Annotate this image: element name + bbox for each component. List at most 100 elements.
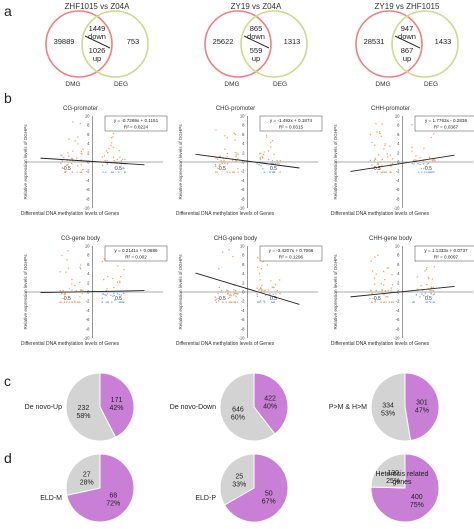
data-point: [416, 288, 418, 290]
data-point: [59, 271, 61, 273]
pie-slice-grey: [65, 372, 117, 442]
data-point: [112, 295, 114, 297]
data-point: [261, 284, 263, 287]
data-point: [227, 293, 229, 295]
data-point: [67, 250, 69, 252]
pie-value-label: 171: [111, 397, 123, 404]
equation-text: y = 0.2141x + 0.0886: [114, 248, 158, 253]
data-point: [419, 157, 421, 159]
data-point: [79, 301, 81, 303]
data-point: [272, 293, 274, 295]
deg-circle: [240, 10, 308, 78]
scatter-plot: CHH-gene body1086420-2-4-6-8-10-0.50.5y …: [331, 236, 474, 347]
data-point: [424, 159, 426, 161]
data-point: [262, 260, 265, 263]
data-point: [267, 150, 270, 152]
data-point: [275, 293, 277, 295]
dmg-label: DMG: [375, 81, 390, 88]
data-point: [271, 159, 274, 162]
data-point: [261, 155, 263, 158]
equation-box: [414, 115, 474, 132]
y-tick-label: 8: [397, 123, 400, 128]
data-point: [387, 156, 389, 158]
data-point: [382, 301, 384, 303]
data-point: [64, 171, 66, 173]
data-point: [432, 294, 434, 296]
data-point: [377, 162, 379, 165]
data-point: [424, 270, 426, 272]
data-point: [225, 301, 227, 303]
deg-circle: [81, 10, 149, 78]
y-tick-label: -4: [241, 178, 245, 183]
data-point: [419, 296, 421, 298]
data-point: [423, 167, 425, 170]
data-point: [271, 171, 274, 173]
data-point: [75, 290, 77, 292]
pie-value-label: 130: [387, 470, 399, 477]
data-point: [264, 294, 267, 296]
data-point: [78, 301, 80, 303]
data-point: [371, 301, 373, 303]
data-point: [80, 264, 82, 266]
data-point: [103, 258, 106, 260]
data-point: [383, 301, 386, 303]
overlap-up-label: up: [403, 54, 411, 63]
equation-text: y = -0.7269x + 0.1151: [114, 118, 159, 123]
data-point: [269, 171, 271, 173]
data-point: [237, 157, 239, 160]
overlap-down-label: down: [247, 32, 265, 41]
data-point: [273, 286, 275, 289]
data-point: [228, 294, 231, 296]
panel-label-c: c: [4, 373, 11, 389]
y-tick-label: 0: [242, 290, 245, 295]
data-point: [427, 171, 430, 173]
data-point: [229, 296, 231, 298]
data-point: [106, 288, 108, 290]
data-point: [227, 297, 230, 299]
scatter-plot: CHG-promoter 10 8 6 4 2 0 -2 -4 -6 -8 -10 -0.5 0.5 y =…: [176, 106, 323, 217]
venn-title: ZHF1015 vs Z04A: [65, 2, 131, 11]
x-tick-label: -0.5: [62, 296, 71, 302]
data-point: [233, 292, 235, 295]
data-point: [257, 301, 259, 303]
data-point: [278, 279, 281, 281]
data-point: [378, 131, 381, 133]
data-point: [371, 164, 373, 166]
data-point: [270, 146, 272, 148]
y-axis-label: Relative expression levels of DGHPs: [23, 254, 28, 330]
data-point: [276, 159, 278, 162]
data-point: [412, 159, 415, 162]
data-point: [387, 267, 390, 269]
y-tick-label: 2: [87, 150, 90, 155]
data-point: [391, 274, 393, 276]
y-tick-label: -2: [86, 169, 90, 174]
data-point: [61, 292, 63, 295]
data-point: [423, 171, 426, 173]
data-point: [389, 145, 391, 148]
plot-title: CHH-promoter: [371, 106, 410, 112]
data-point: [214, 296, 216, 298]
data-point: [387, 296, 389, 298]
data-point: [431, 278, 434, 280]
x-tick-label: -0.5: [62, 166, 71, 172]
data-point: [234, 301, 237, 303]
deg-label: DEG: [114, 81, 128, 88]
data-point: [231, 301, 233, 303]
data-point: [271, 162, 274, 165]
data-point: [114, 167, 116, 169]
data-point: [120, 276, 122, 278]
data-point: [71, 158, 74, 160]
data-point: [415, 294, 417, 296]
data-point: [265, 136, 268, 138]
data-point: [120, 301, 122, 303]
data-point: [375, 123, 377, 125]
data-point: [256, 295, 259, 298]
data-point: [106, 160, 108, 162]
data-point: [101, 301, 103, 303]
pie-value-label: 25: [235, 474, 243, 481]
data-point: [66, 301, 68, 303]
